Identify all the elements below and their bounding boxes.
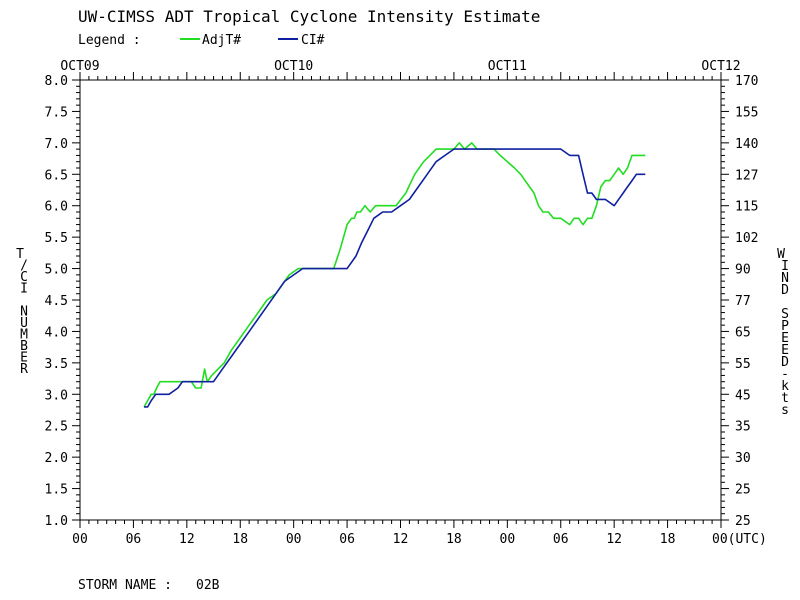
axis-title-char: M: [20, 328, 28, 343]
axis-title-char: N: [781, 271, 789, 286]
x-tick-label: 06: [339, 532, 355, 547]
axis-title-char: t: [781, 391, 789, 406]
axis-title-char: I: [20, 282, 28, 297]
y-tick-label-right: 25: [735, 514, 751, 529]
axis-title-char: s: [781, 403, 789, 418]
y-tick-label-right: 115: [735, 200, 758, 215]
x-tick-label: 00: [72, 532, 88, 547]
y-tick-label-left: 2.5: [45, 420, 68, 435]
y-tick-label-right: 65: [735, 325, 751, 340]
x-tick-label: 18: [446, 532, 462, 547]
series-line-adjt: [143, 142, 646, 408]
plot-frame: [79, 79, 722, 521]
axis-title-char: k: [781, 379, 789, 394]
y-tick-label-left: 2.0: [45, 451, 68, 466]
axis-title-char: E: [781, 331, 789, 346]
storm-name-label: STORM NAME :: [78, 578, 172, 593]
axes: 1.0 25 1.5 25 2.0 30 2.5 35 3.0 45 3.5 55 4.0 65 4.5 77…: [45, 59, 767, 547]
y-tick-label-left: 1.5: [45, 483, 68, 498]
y-tick-label-left: 7.0: [45, 137, 68, 152]
y-tick-label-left: 5.0: [45, 263, 68, 278]
y-tick-label-right: 155: [735, 105, 758, 120]
x-tick-label: 18: [232, 532, 248, 547]
y-tick-label-left: 1.0: [45, 514, 68, 529]
y-tick-label-right: 30: [735, 451, 751, 466]
y-tick-label-left: 7.5: [45, 105, 68, 120]
axis-title-char: P: [781, 319, 789, 334]
y-tick-label-right: 102: [735, 231, 758, 246]
axis-title-char: R: [20, 362, 28, 377]
y-tick-label-left: 6.0: [45, 200, 68, 215]
x-tick-label: 00: [286, 532, 302, 547]
y-tick-label-right: 35: [735, 420, 751, 435]
axis-title-char: D: [781, 355, 789, 370]
x-tick-label: 06: [553, 532, 569, 547]
x-tick-label: 00: [500, 532, 516, 547]
y-tick-label-right: 25: [735, 483, 751, 498]
y-tick-label-right: 90: [735, 263, 751, 278]
y-tick-label-right: 140: [735, 137, 758, 152]
y-tick-label-left: 6.5: [45, 168, 68, 183]
x-tick-label: 12: [179, 532, 195, 547]
date-label: OCT10: [274, 59, 313, 74]
axis-title-char: N: [20, 305, 28, 320]
date-label: OCT09: [60, 59, 99, 74]
axis-title-char: E: [20, 351, 28, 366]
axis-title-char: U: [20, 316, 28, 331]
x-tick-label: 12: [393, 532, 409, 547]
axis-title-char: I: [781, 259, 789, 274]
chart-title: UW-CIMSS ADT Tropical Cyclone Intensity …: [78, 7, 540, 26]
y-tick-label-right: 170: [735, 74, 758, 89]
x-tick-label: 00(UTC): [712, 532, 767, 547]
y-tick-label-right: 77: [735, 294, 751, 309]
date-label: OCT11: [488, 59, 527, 74]
axis-title-char: B: [20, 339, 28, 354]
x-tick-label: 06: [126, 532, 142, 547]
legend-ci-label: CI#: [301, 33, 325, 48]
axis-title-char: S: [781, 307, 789, 322]
legend-adjt-label: AdjT#: [202, 33, 241, 48]
axis-title-char: E: [781, 343, 789, 358]
axis-title-char: -: [781, 367, 789, 382]
y-tick-label-left: 4.5: [45, 294, 68, 309]
x-tick-label: 18: [660, 532, 676, 547]
y-tick-label-left: 3.5: [45, 357, 68, 372]
y-tick-label-left: 8.0: [45, 74, 68, 89]
series-lines: [143, 142, 646, 408]
y-tick-label-right: 55: [735, 357, 751, 372]
x-tick-label: 12: [606, 532, 622, 547]
y-tick-label-right: 127: [735, 168, 758, 183]
y-tick-label-left: 4.0: [45, 325, 68, 340]
y-tick-label-left: 5.5: [45, 231, 68, 246]
date-label: OCT12: [701, 59, 740, 74]
y-tick-label-left: 3.0: [45, 388, 68, 403]
y-tick-label-right: 45: [735, 388, 751, 403]
axis-title-char: C: [20, 270, 28, 285]
axis-title-char: /: [20, 259, 28, 274]
storm-name-value: 02B: [196, 578, 220, 593]
legend-label: Legend :: [78, 33, 141, 48]
axis-title-char: D: [781, 283, 789, 298]
series-line-ci: [144, 148, 646, 408]
